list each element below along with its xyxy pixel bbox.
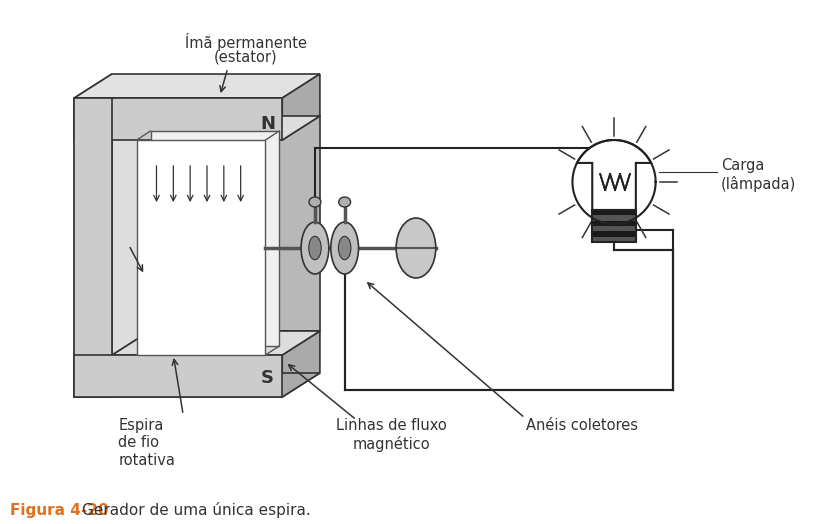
Polygon shape <box>593 221 636 226</box>
Text: S: S <box>261 369 274 387</box>
Text: Anéis coletores: Anéis coletores <box>526 418 638 433</box>
Text: Gerador de uma única espira.: Gerador de uma única espira. <box>82 502 311 518</box>
Polygon shape <box>74 331 320 355</box>
Text: Figura 4-20: Figura 4-20 <box>10 503 108 518</box>
Ellipse shape <box>301 222 328 274</box>
Text: (estator): (estator) <box>214 49 277 64</box>
Polygon shape <box>149 116 320 331</box>
Ellipse shape <box>338 236 351 260</box>
Polygon shape <box>593 215 636 221</box>
Polygon shape <box>112 331 320 355</box>
Ellipse shape <box>597 169 632 195</box>
Ellipse shape <box>396 218 436 278</box>
Ellipse shape <box>309 197 321 207</box>
Text: Ímã permanente: Ímã permanente <box>185 33 306 51</box>
Polygon shape <box>593 237 636 242</box>
Polygon shape <box>74 74 112 397</box>
Polygon shape <box>593 231 636 237</box>
Polygon shape <box>282 331 320 397</box>
Polygon shape <box>151 131 280 346</box>
Polygon shape <box>112 116 320 140</box>
Text: N: N <box>261 115 275 133</box>
Text: Carga
(lâmpada): Carga (lâmpada) <box>721 158 796 192</box>
Ellipse shape <box>309 236 321 260</box>
Polygon shape <box>112 116 149 355</box>
Polygon shape <box>282 74 320 140</box>
Polygon shape <box>593 210 636 215</box>
Polygon shape <box>137 140 266 355</box>
Ellipse shape <box>331 222 359 274</box>
Polygon shape <box>74 373 320 397</box>
Text: Espira
de fio
rotativa: Espira de fio rotativa <box>118 418 175 468</box>
Polygon shape <box>74 98 112 397</box>
Polygon shape <box>593 226 636 231</box>
Text: Linhas de fluxo
magnético: Linhas de fluxo magnético <box>336 418 447 452</box>
Polygon shape <box>74 98 282 140</box>
Polygon shape <box>577 140 651 210</box>
Polygon shape <box>74 355 282 397</box>
Ellipse shape <box>339 197 350 207</box>
Polygon shape <box>74 74 320 98</box>
